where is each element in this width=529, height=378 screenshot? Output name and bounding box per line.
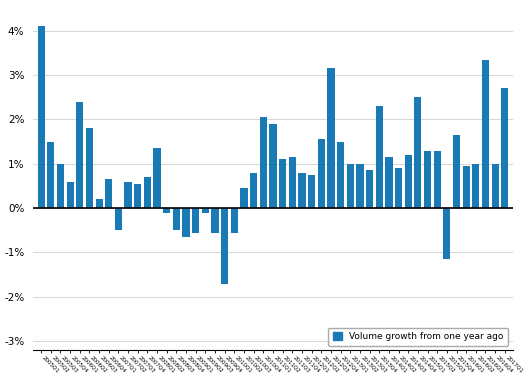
Bar — [221, 208, 229, 284]
Bar — [212, 208, 218, 232]
Bar — [366, 170, 373, 208]
Bar — [269, 124, 277, 208]
Bar — [134, 184, 141, 208]
Bar — [279, 160, 286, 208]
Bar — [298, 173, 306, 208]
Bar — [67, 181, 74, 208]
Bar — [289, 157, 296, 208]
Bar — [240, 188, 248, 208]
Bar — [472, 164, 479, 208]
Bar — [346, 164, 354, 208]
Bar — [86, 129, 93, 208]
Bar — [482, 60, 489, 208]
Legend: Volume growth from one year ago: Volume growth from one year ago — [329, 327, 508, 345]
Bar — [202, 208, 209, 212]
Bar — [38, 26, 45, 208]
Bar — [124, 181, 132, 208]
Bar — [462, 166, 470, 208]
Bar — [115, 208, 122, 230]
Bar — [385, 157, 393, 208]
Bar — [173, 208, 180, 230]
Bar — [337, 142, 344, 208]
Bar — [183, 208, 190, 237]
Bar — [376, 106, 383, 208]
Bar — [491, 164, 499, 208]
Bar — [424, 150, 431, 208]
Bar — [434, 150, 441, 208]
Bar — [453, 135, 460, 208]
Bar — [405, 155, 412, 208]
Bar — [308, 175, 315, 208]
Bar — [357, 164, 363, 208]
Bar — [260, 117, 267, 208]
Bar — [76, 102, 84, 208]
Bar — [317, 139, 325, 208]
Bar — [250, 173, 257, 208]
Bar — [327, 68, 334, 208]
Bar — [47, 142, 54, 208]
Bar — [163, 208, 170, 212]
Bar — [414, 97, 422, 208]
Bar — [231, 208, 238, 232]
Bar — [57, 164, 64, 208]
Bar — [144, 177, 151, 208]
Bar — [395, 168, 402, 208]
Bar — [105, 179, 112, 208]
Bar — [96, 199, 103, 208]
Bar — [501, 88, 508, 208]
Bar — [153, 148, 161, 208]
Bar — [192, 208, 199, 232]
Bar — [443, 208, 451, 259]
